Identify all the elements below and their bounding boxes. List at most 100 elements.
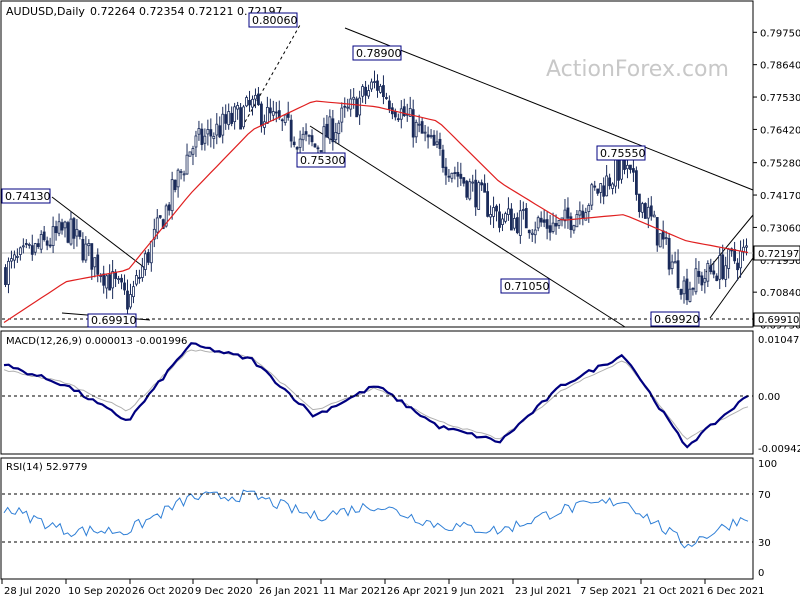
candle-body (170, 179, 174, 212)
x-tick-label: 7 Sep 2021 (580, 586, 637, 597)
x-tick-label: 11 Mar 2021 (323, 586, 386, 597)
candle-body (727, 249, 731, 269)
candle-body (254, 94, 257, 100)
candle-body (685, 278, 689, 301)
candle-body (664, 237, 668, 240)
candle-body (652, 214, 656, 218)
candle-body (718, 255, 722, 280)
annotation-0.71050: 0.71050 (500, 278, 550, 294)
candle-body (340, 107, 344, 123)
candle-body (536, 217, 540, 229)
price-candles (4, 70, 748, 321)
candle-body (584, 212, 588, 221)
candle-body (10, 258, 13, 262)
svg-text:0.69920: 0.69920 (654, 313, 700, 326)
annotation-0.78900: 0.78900 (352, 45, 402, 61)
candle-body (697, 271, 701, 277)
ema-line (3, 100, 749, 324)
candle-body (712, 270, 716, 275)
candle-body (188, 151, 192, 157)
annotation-0.74130: 0.74130 (1, 188, 51, 204)
macd-panel-frame (0, 330, 754, 455)
candle-body (268, 107, 272, 114)
candle-body (310, 135, 314, 143)
svg-text:0.78900: 0.78900 (356, 47, 402, 60)
candle-body (149, 241, 153, 264)
candle-body (313, 143, 317, 148)
x-tick-label: 26 Oct 2020 (132, 586, 194, 597)
candle-body (396, 118, 400, 121)
candle-body (48, 244, 52, 247)
watermark: ActionForex.com (546, 57, 729, 82)
candle-body (504, 213, 507, 222)
candle-body (587, 205, 591, 212)
price-y-tick-label: 0.78640 (760, 61, 800, 72)
candle-body (236, 105, 240, 110)
svg-text:0.75300: 0.75300 (300, 154, 346, 167)
candle-body (703, 278, 707, 283)
candle-body (643, 203, 647, 219)
candle-body (358, 97, 362, 116)
rsi-tick-100: 100 (758, 459, 777, 470)
candle-body (191, 148, 195, 155)
candle-body (93, 257, 97, 268)
candle-body (167, 204, 171, 211)
candle-body (72, 218, 76, 239)
candle-body (265, 106, 269, 124)
price-y-tick-label: 0.74170 (760, 191, 800, 202)
rsi-tick-0: 0 (758, 568, 764, 579)
candle-body (414, 121, 418, 138)
candle-body (367, 90, 370, 97)
candle-body (682, 280, 686, 295)
candle-body (739, 250, 742, 269)
candle-body (542, 219, 546, 223)
candle-body (453, 172, 457, 174)
candle-body (346, 106, 350, 109)
candle-body (373, 81, 376, 83)
candle-body (745, 245, 748, 248)
candle-body (295, 146, 299, 150)
candle-body (152, 228, 156, 240)
candle-body (480, 182, 484, 186)
rsi-panel-frame (0, 457, 754, 580)
candle-body (655, 217, 659, 246)
price-y-tick-label: 0.75280 (760, 159, 800, 170)
candle-body (185, 154, 189, 175)
candle-body (411, 109, 415, 138)
candle-body (626, 164, 629, 170)
candle-body (18, 247, 22, 255)
x-tick-label: 6 Dec 2021 (707, 586, 765, 597)
candle-body (57, 221, 61, 234)
candle-body (605, 175, 609, 197)
candle-body (140, 266, 144, 278)
candle-body (590, 184, 594, 206)
candle-body (724, 265, 728, 280)
candle-body (691, 287, 695, 290)
candle-body (670, 261, 674, 269)
candle-body (721, 254, 725, 279)
price-y-tick-label: 0.71950 (760, 256, 800, 267)
rsi-tick-70: 70 (758, 490, 771, 501)
candle-body (54, 226, 58, 234)
candle-body (385, 97, 388, 99)
candle-body (632, 168, 635, 173)
candle-body (102, 273, 106, 286)
candle-body (465, 180, 469, 198)
x-axis: 28 Jul 2020 10 Sep 2020 26 Oct 2020 9 Dec 2… (1, 579, 765, 597)
candle-body (679, 288, 683, 295)
candle-body (569, 216, 573, 231)
x-tick-label: 26 Apr 2021 (387, 586, 449, 597)
annotation-0.75300: 0.75300 (296, 152, 346, 168)
candle-body (572, 225, 576, 231)
candle-body (96, 254, 100, 275)
candle-body (521, 209, 525, 211)
candle-body (530, 232, 534, 235)
candle-body (527, 229, 531, 234)
candle-body (596, 188, 600, 194)
candle-body (408, 108, 412, 117)
candle-body (614, 158, 617, 187)
candle-body (283, 114, 287, 123)
candle-body (444, 166, 448, 176)
price-y-tick-label: 0.70840 (760, 288, 800, 299)
